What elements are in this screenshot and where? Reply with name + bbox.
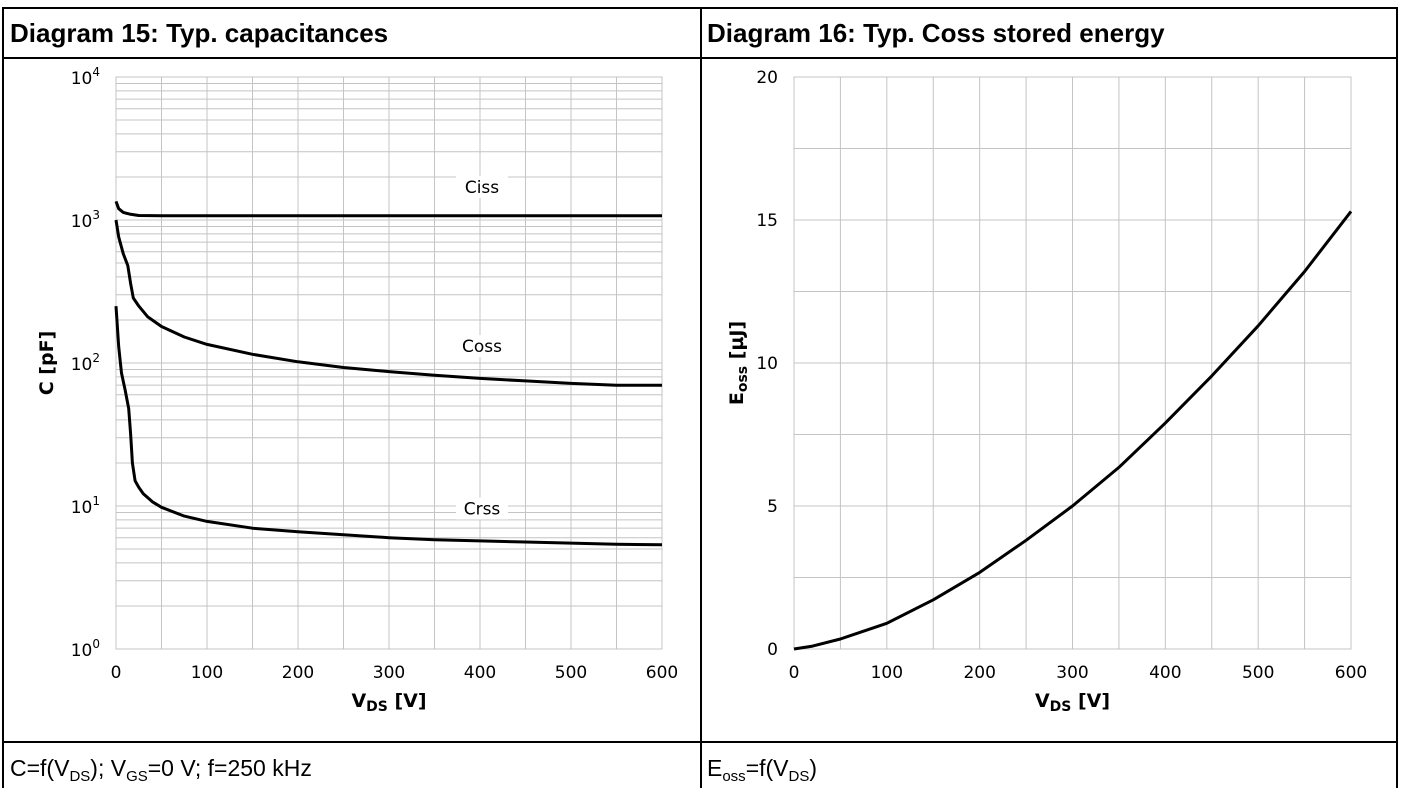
series-line-coss (114, 219, 662, 387)
x-tick-label: 600 (646, 663, 678, 683)
x-tick-label: 300 (373, 663, 405, 683)
capacitance-axis-labels: VDS [V] C [pF] (36, 331, 427, 715)
x-tick-label: 0 (789, 663, 800, 683)
energy-chart: 0 100 200 300 400 500 600 0 5 10 15 20 VDS [V] Eoss … (726, 68, 1367, 715)
y-tick-label: 15 (756, 211, 778, 231)
x-tick-label: 0 (111, 663, 122, 683)
panel-2-condition: Eoss=f(VDS) (707, 755, 817, 785)
y-axis-label: Eoss [µJ] (726, 321, 751, 405)
capacitance-tick-labels: 0 100 200 300 400 500 600 100 101 102 103 104 (71, 65, 679, 683)
y-tick-label: 100 (71, 637, 100, 661)
curve-label-background (456, 175, 508, 198)
series-line-ciss (114, 200, 662, 218)
panel-1-title: Diagram 15: Typ. capacitances (10, 18, 388, 48)
x-tick-label: 200 (282, 663, 314, 683)
curve-label-background (456, 335, 508, 358)
plot-area-border (793, 76, 1352, 650)
series-line-eoss (793, 210, 1353, 651)
curve-label-background (456, 497, 508, 520)
panel-2-title: Diagram 16: Typ. Coss stored energy (707, 18, 1165, 48)
x-tick-label: 500 (555, 663, 587, 683)
curve-label-coss: Coss (462, 337, 502, 357)
capacitance-series: Ciss Coss Crss (114, 175, 663, 547)
energy-tick-labels: 0 100 200 300 400 500 600 0 5 10 15 20 (756, 68, 1367, 683)
panel-frame (2, 7, 1398, 788)
curve-label-crss: Crss (464, 500, 501, 520)
x-tick-label: 100 (191, 663, 223, 683)
x-tick-label: 400 (1149, 663, 1181, 683)
y-tick-label: 101 (71, 494, 100, 518)
y-tick-label: 5 (767, 497, 778, 517)
y-tick-label: 102 (71, 351, 100, 375)
energy-grid (793, 76, 1352, 650)
x-tick-label: 300 (1056, 663, 1088, 683)
capacitance-grid (115, 76, 663, 650)
x-tick-label: 100 (871, 663, 903, 683)
y-tick-label: 104 (71, 65, 100, 89)
y-tick-label: 103 (71, 208, 100, 232)
plot-area-border (115, 76, 663, 650)
energy-series (793, 210, 1353, 651)
x-tick-label: 600 (1335, 663, 1367, 683)
y-tick-label: 20 (756, 68, 778, 88)
y-tick-label: 10 (756, 354, 778, 374)
curve-label-ciss: Ciss (465, 178, 499, 198)
x-tick-label: 400 (464, 663, 496, 683)
x-tick-label: 200 (963, 663, 995, 683)
panel-1-condition: C=f(VDS); VGS=0 V; f=250 kHz (10, 755, 312, 785)
y-axis-label: C [pF] (36, 331, 58, 396)
series-line-crss (114, 306, 663, 547)
capacitance-chart: Ciss Coss Crss 0 100 200 300 400 500 600 100 101 10… (36, 65, 678, 715)
energy-axis-labels: VDS [V] Eoss [µJ] (726, 321, 1110, 715)
y-tick-label: 0 (767, 640, 778, 660)
x-tick-label: 500 (1242, 663, 1274, 683)
x-axis-label: VDS [V] (351, 690, 426, 715)
x-axis-label: VDS [V] (1035, 690, 1110, 715)
